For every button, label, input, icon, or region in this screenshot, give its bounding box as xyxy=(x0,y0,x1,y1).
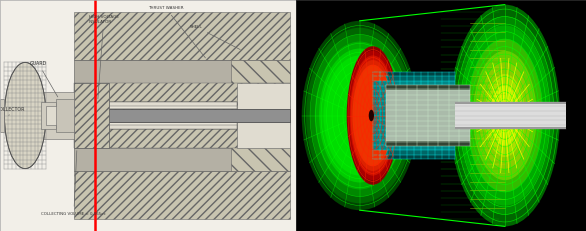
Bar xyxy=(46,106,70,125)
Ellipse shape xyxy=(319,49,400,182)
Bar xyxy=(74,129,290,148)
Ellipse shape xyxy=(351,60,394,171)
Ellipse shape xyxy=(311,35,409,196)
Ellipse shape xyxy=(350,55,396,176)
Ellipse shape xyxy=(5,62,46,169)
Bar xyxy=(74,12,290,60)
Text: SHELL: SHELL xyxy=(189,25,240,50)
Ellipse shape xyxy=(323,55,396,176)
Ellipse shape xyxy=(460,25,550,206)
Bar xyxy=(74,122,237,129)
Ellipse shape xyxy=(302,21,418,210)
Bar xyxy=(23,109,290,122)
Bar xyxy=(74,109,237,116)
Ellipse shape xyxy=(485,74,525,157)
Bar xyxy=(373,72,455,159)
Bar xyxy=(74,125,237,129)
Bar xyxy=(373,76,455,155)
Ellipse shape xyxy=(315,42,405,189)
Bar xyxy=(455,104,565,127)
Bar xyxy=(74,102,237,106)
Bar xyxy=(42,102,56,129)
Ellipse shape xyxy=(490,85,519,146)
Ellipse shape xyxy=(306,28,413,203)
Bar xyxy=(23,109,290,122)
Bar xyxy=(386,88,470,143)
Ellipse shape xyxy=(449,5,560,226)
Bar xyxy=(74,171,290,219)
Ellipse shape xyxy=(348,51,397,180)
Bar xyxy=(74,83,110,148)
Bar xyxy=(74,148,290,171)
Text: COLLECTING VOLUME = 0.065cc: COLLECTING VOLUME = 0.065cc xyxy=(42,151,106,216)
Bar xyxy=(386,90,470,141)
Bar xyxy=(237,83,290,148)
Text: HIGH VOLTAGE
INSULATOR: HIGH VOLTAGE INSULATOR xyxy=(89,15,119,99)
Bar xyxy=(386,85,470,146)
Text: GUARD: GUARD xyxy=(29,61,58,97)
Bar xyxy=(56,99,74,132)
Ellipse shape xyxy=(369,110,374,121)
Ellipse shape xyxy=(473,51,537,180)
Ellipse shape xyxy=(467,39,543,192)
Bar xyxy=(231,60,290,171)
Bar xyxy=(74,60,290,83)
Ellipse shape xyxy=(455,16,554,215)
Bar xyxy=(455,102,565,129)
Bar xyxy=(74,102,237,109)
Ellipse shape xyxy=(353,65,393,166)
Bar xyxy=(42,92,74,139)
Text: THRUST WASHER: THRUST WASHER xyxy=(148,6,206,58)
Bar xyxy=(373,81,455,150)
Bar xyxy=(74,83,110,148)
Ellipse shape xyxy=(479,62,531,169)
Bar xyxy=(74,102,237,129)
Text: COLLECTOR: COLLECTOR xyxy=(0,107,25,116)
Bar xyxy=(74,83,290,102)
Ellipse shape xyxy=(347,46,399,185)
Bar xyxy=(0,99,5,132)
